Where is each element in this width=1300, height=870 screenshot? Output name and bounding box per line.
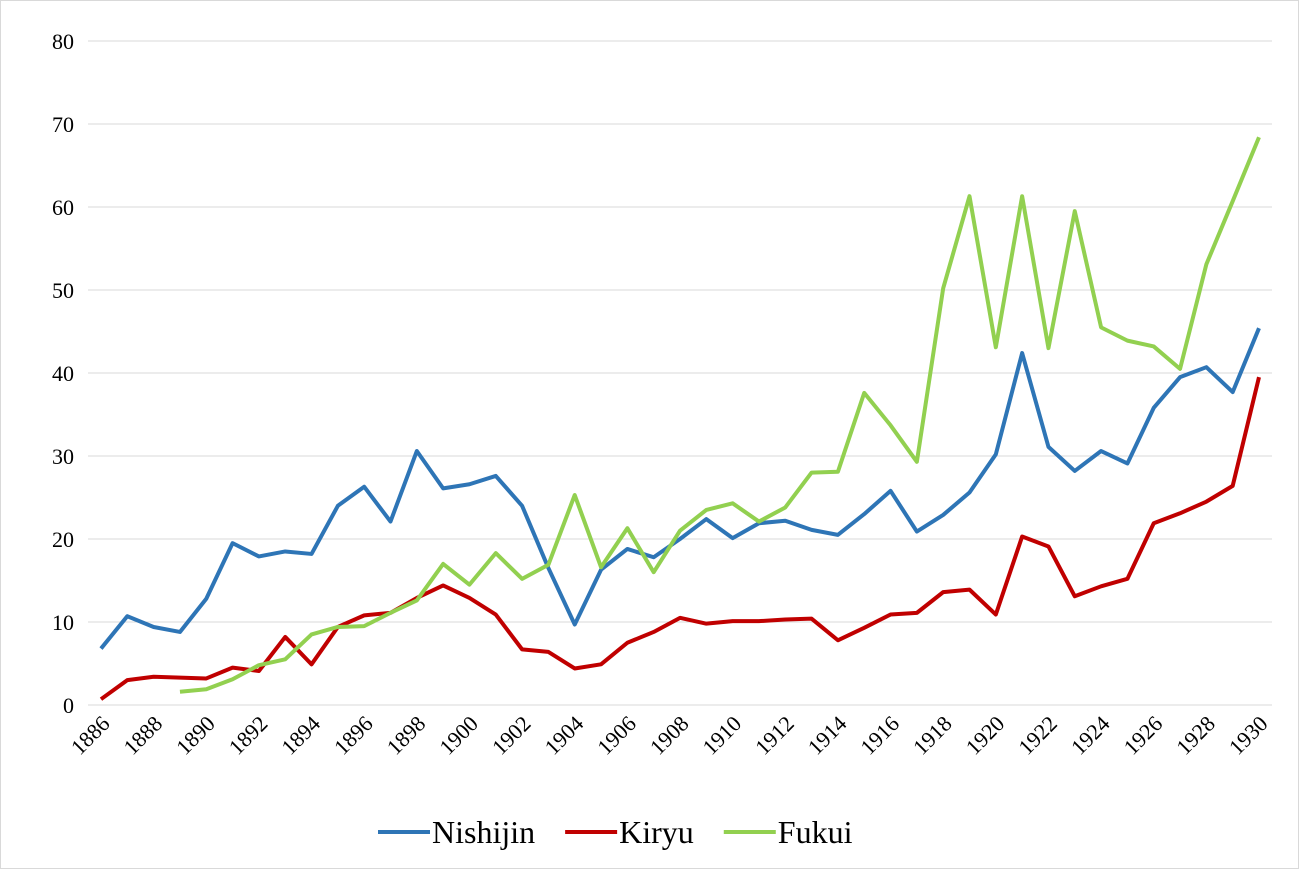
- legend-label: Nishijin: [432, 814, 535, 850]
- y-tick-label: 20: [52, 527, 74, 552]
- y-tick-label: 0: [63, 693, 74, 718]
- y-tick-label: 40: [52, 361, 74, 386]
- y-tick-label: 30: [52, 444, 74, 469]
- y-tick-label: 60: [52, 195, 74, 220]
- y-tick-label: 80: [52, 29, 74, 54]
- legend-label: Kiryu: [619, 814, 694, 850]
- line-series: [99, 327, 1261, 650]
- line-series: [179, 136, 1261, 694]
- y-tick-label: 50: [52, 278, 74, 303]
- legend-label: Fukui: [778, 814, 853, 850]
- line-series: [99, 376, 1261, 701]
- y-tick-label: 10: [52, 610, 74, 635]
- y-tick-label: 70: [52, 112, 74, 137]
